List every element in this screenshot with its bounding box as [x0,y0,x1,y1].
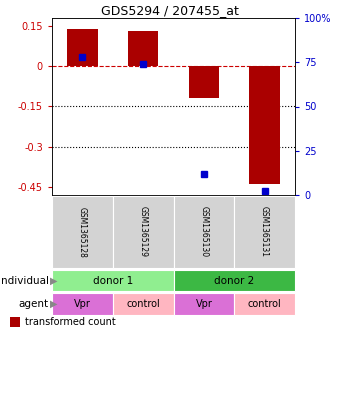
Text: control: control [248,299,282,309]
Bar [189,66,219,99]
Text: GDS5294 / 207455_at: GDS5294 / 207455_at [101,4,239,17]
Text: ▶: ▶ [50,275,58,285]
Text: GSM1365131: GSM1365131 [260,206,269,257]
Text: donor 1: donor 1 [92,275,133,285]
Text: Vpr: Vpr [74,299,91,309]
Text: GSM1365130: GSM1365130 [199,206,208,257]
Text: individual: individual [0,275,49,285]
Text: ▶: ▶ [50,299,58,309]
Text: GSM1365128: GSM1365128 [78,207,87,257]
Text: agent: agent [18,299,49,309]
Bar [250,66,280,184]
Text: control: control [126,299,160,309]
Text: GSM1365129: GSM1365129 [139,206,148,257]
Bar [128,31,158,66]
Bar [67,29,98,66]
Text: transformed count: transformed count [25,317,116,327]
Text: donor 2: donor 2 [214,275,254,285]
Text: Vpr: Vpr [195,299,212,309]
